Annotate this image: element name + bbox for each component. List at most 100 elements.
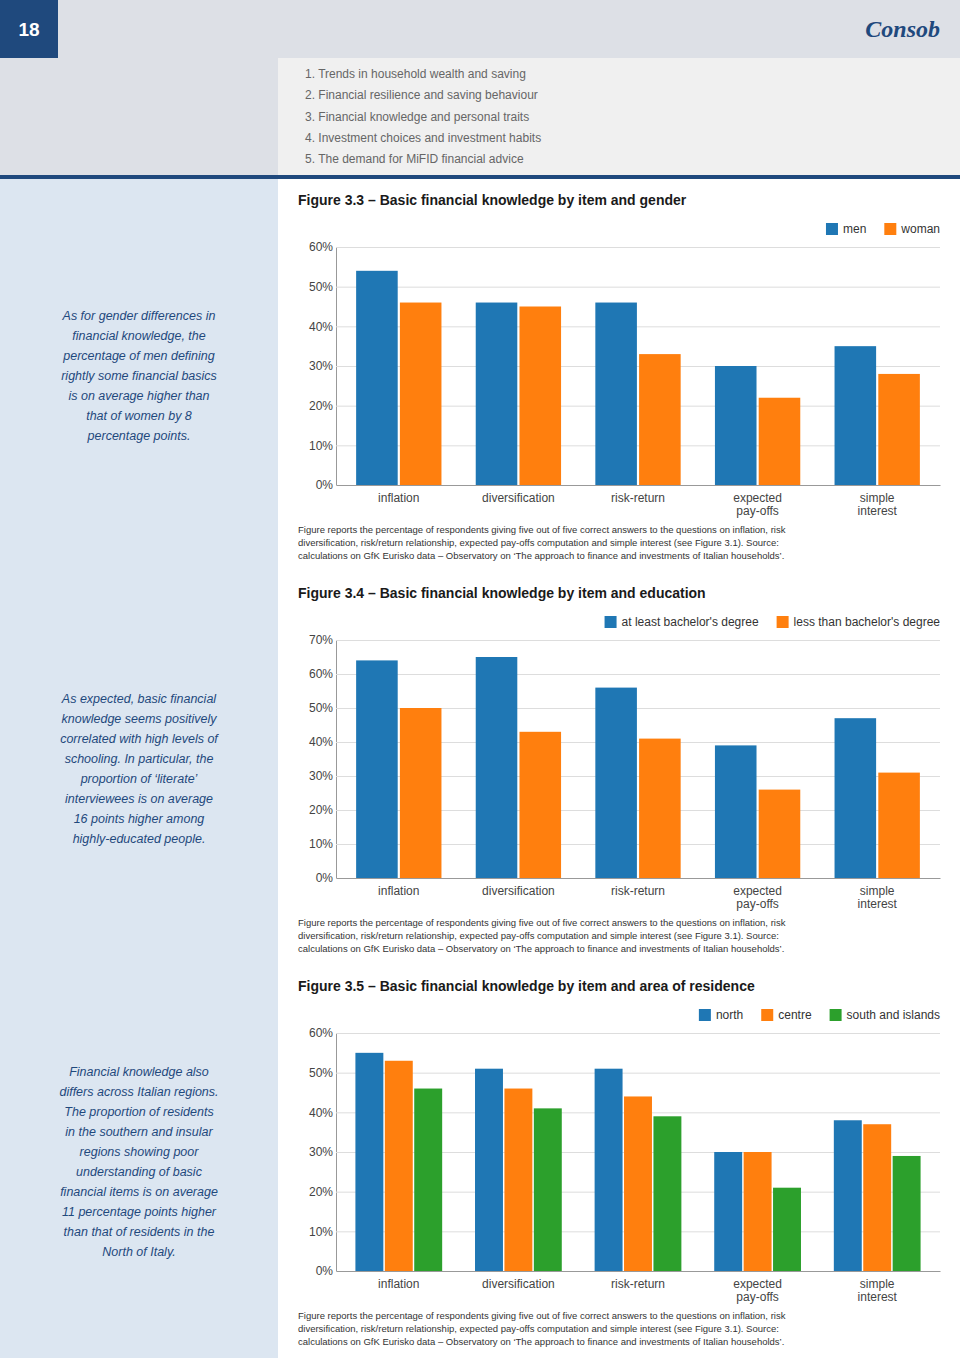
x-tick-label-line: interest [858,504,898,518]
bars [356,271,920,485]
left-text: As for gender differences infinancial kn… [61,309,217,443]
page-number-box [0,0,58,58]
left-text-line: that of women by 8 [86,409,192,423]
x-tick-label-line: expected [733,491,782,505]
x-tick-label: simpleinterest [858,1277,898,1305]
y-tick-label: 50% [309,280,333,294]
legend-label: north [716,1008,743,1022]
x-tick-label: diversification [482,884,555,898]
bar [519,307,561,486]
bar [773,1188,801,1271]
x-tick-label-line: simple [860,491,895,505]
series [355,1053,861,1271]
y-axis-line [337,1034,941,1272]
x-tick-label-line: expected [733,1277,782,1291]
bar [639,739,681,878]
bar [835,346,877,485]
y-tick-label: 10% [309,439,333,453]
x-tick-label: diversification [482,1277,555,1291]
bar [759,790,801,878]
bar [863,1124,891,1271]
legend-label: men [843,222,866,236]
series [414,1089,920,1271]
x-tick-label-line: interest [858,897,898,911]
chart-title: Figure 3.3 – Basic financial knowledge b… [298,192,687,208]
left-text-line: percentage points. [87,429,191,443]
x-tick-label: inflation [378,884,419,898]
legend-item: at least bachelor's degree [605,615,759,629]
legend-label: woman [900,222,940,236]
bar [475,1069,503,1271]
bar [714,1152,742,1271]
legend: north centre south and islands [699,1008,940,1022]
legend-label: centre [778,1008,812,1022]
x-tick-label: expectedpay-offs [733,884,782,912]
left-text-line: proportion of ‘literate’ [80,772,198,786]
left-text-line: understanding of basic [76,1165,203,1179]
legend-swatch [884,223,896,235]
caption-line: Figure reports the percentage of respond… [298,917,786,928]
x-axis: inflationdiversificationrisk-returnexpec… [337,485,941,518]
bar [715,745,757,878]
series [356,271,876,485]
bar [834,1120,862,1271]
left-text-line: regions showing poor [80,1145,200,1159]
x-tick-label: simpleinterest [858,884,898,912]
nav-item: 5. The demand for MiFID financial advice [305,152,524,166]
left-text-line: rightly some financial basics [61,369,217,383]
y-tick: 60% [309,667,940,681]
caption: Figure reports the percentage of respond… [298,524,786,561]
left-text-line: correlated with high levels of [60,732,219,746]
series [400,708,920,878]
series [400,303,920,485]
bar [835,718,877,878]
x-tick: inflation [378,878,419,898]
x-tick-label-line: simple [860,1277,895,1291]
x-tick: simpleinterest [858,878,898,911]
legend-item: south and islands [830,1008,940,1022]
x-tick-label-line: inflation [378,1277,419,1291]
caption: Figure reports the percentage of respond… [298,917,786,954]
y-tick-label: 20% [309,399,333,413]
legend-swatch [605,616,617,628]
legend: men woman [826,222,940,236]
grid-line [336,640,940,641]
x-tick-label: inflation [378,1277,419,1291]
x-tick-label: risk-return [611,491,665,505]
bar [595,1069,623,1271]
x-tick-label-line: interest [858,1290,898,1304]
bar [624,1096,652,1271]
left-text-line: financial knowledge, the [72,329,205,343]
x-tick-label: expectedpay-offs [733,1277,782,1305]
x-tick: expectedpay-offs [733,878,782,911]
left-text-line: than that of residents in the [64,1225,215,1239]
grid-line [336,1073,940,1074]
bar [534,1108,562,1271]
legend-swatch [699,1009,711,1021]
x-tick: inflation [378,1271,419,1291]
left-text-line: The proportion of residents [64,1105,213,1119]
y-tick-label: 30% [309,769,333,783]
y-axis: 0%10%20%30%40%50%60% [309,1026,940,1278]
caption-line: calculations on GfK Eurisko data – Obser… [298,550,784,561]
caption-line: diversification, risk/return relationshi… [298,930,779,941]
bars [355,1053,920,1271]
bar [355,1053,383,1271]
y-tick-label: 40% [309,320,333,334]
caption-line: Figure reports the percentage of respond… [298,1310,786,1321]
left-text-line: highly-educated people. [73,832,206,846]
y-tick: 60% [309,240,940,254]
bar [414,1089,442,1271]
grid-line [336,485,940,486]
bar [595,303,637,485]
bar [759,398,801,485]
x-tick-label-line: diversification [482,1277,555,1291]
grid-line [336,878,940,879]
bar [400,303,442,485]
left-text-line: Financial knowledge also [69,1065,209,1079]
x-tick-label: diversification [482,491,555,505]
caption-line: diversification, risk/return relationshi… [298,537,779,548]
x-tick-label-line: risk-return [611,884,665,898]
left-text-line: schooling. In particular, the [65,752,214,766]
y-tick-label: 0% [316,478,334,492]
